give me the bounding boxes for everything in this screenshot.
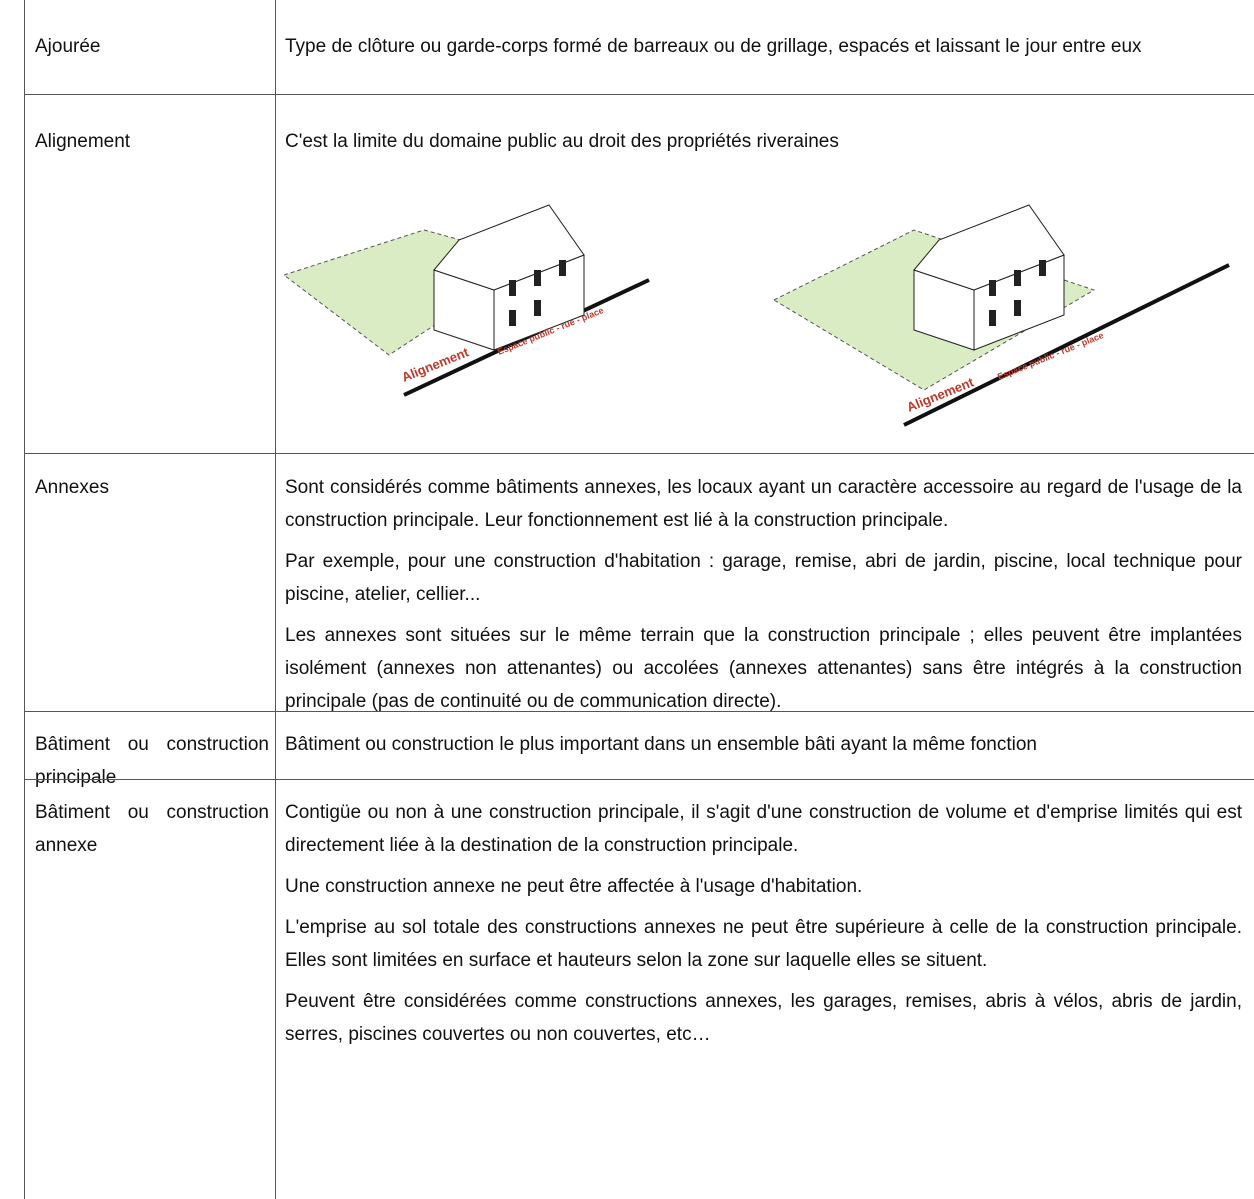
definition-cell: C'est la limite du domaine public au dro… bbox=[276, 95, 1242, 453]
table-row: Bâtiment ou construction annexe Contigüe … bbox=[24, 779, 1254, 1199]
paragraph: Les annexes sont situées sur le même ter… bbox=[285, 625, 1242, 712]
table-row: Bâtiment ou construction principale Bâtim… bbox=[24, 711, 1254, 788]
term-cell: Bâtiment ou construction annexe bbox=[24, 780, 276, 1199]
paragraph: Sont considérés comme bâtiments annexes,… bbox=[285, 477, 1242, 531]
term-cell: Ajourée bbox=[24, 0, 276, 94]
term-cell: Annexes bbox=[24, 454, 276, 711]
term-cell: Bâtiment ou construction principale bbox=[24, 712, 276, 788]
table-row: Alignement C'est la limite du domaine pub… bbox=[24, 94, 1254, 453]
paragraph: Peuvent être considérées comme construct… bbox=[285, 991, 1242, 1045]
definition-cell: Sont considérés comme bâtiments annexes,… bbox=[276, 454, 1242, 712]
paragraph: C'est la limite du domaine public au dro… bbox=[285, 131, 839, 152]
table-row: Annexes Sont considérés comme bâtiments a… bbox=[24, 453, 1254, 712]
paragraph: Une construction annexe ne peut être aff… bbox=[285, 876, 863, 897]
table-row: Ajourée Type de clôture ou garde-corps fo… bbox=[24, 0, 1254, 94]
paragraph: Contigüe ou non à une construction princ… bbox=[285, 802, 1242, 856]
paragraph: Bâtiment ou construction le plus importa… bbox=[285, 734, 1037, 755]
paragraph: Type de clôture ou garde-corps formé de … bbox=[285, 36, 1142, 57]
definition-cell: Bâtiment ou construction le plus importa… bbox=[276, 712, 1242, 779]
paragraph: Par exemple, pour une construction d'hab… bbox=[285, 551, 1242, 605]
term-cell: Alignement bbox=[24, 95, 276, 453]
definition-cell: Type de clôture ou garde-corps formé de … bbox=[276, 0, 1242, 94]
paragraph: L'emprise au sol totale des construction… bbox=[285, 917, 1242, 971]
definition-cell: Contigüe ou non à une construction princ… bbox=[276, 780, 1242, 1199]
